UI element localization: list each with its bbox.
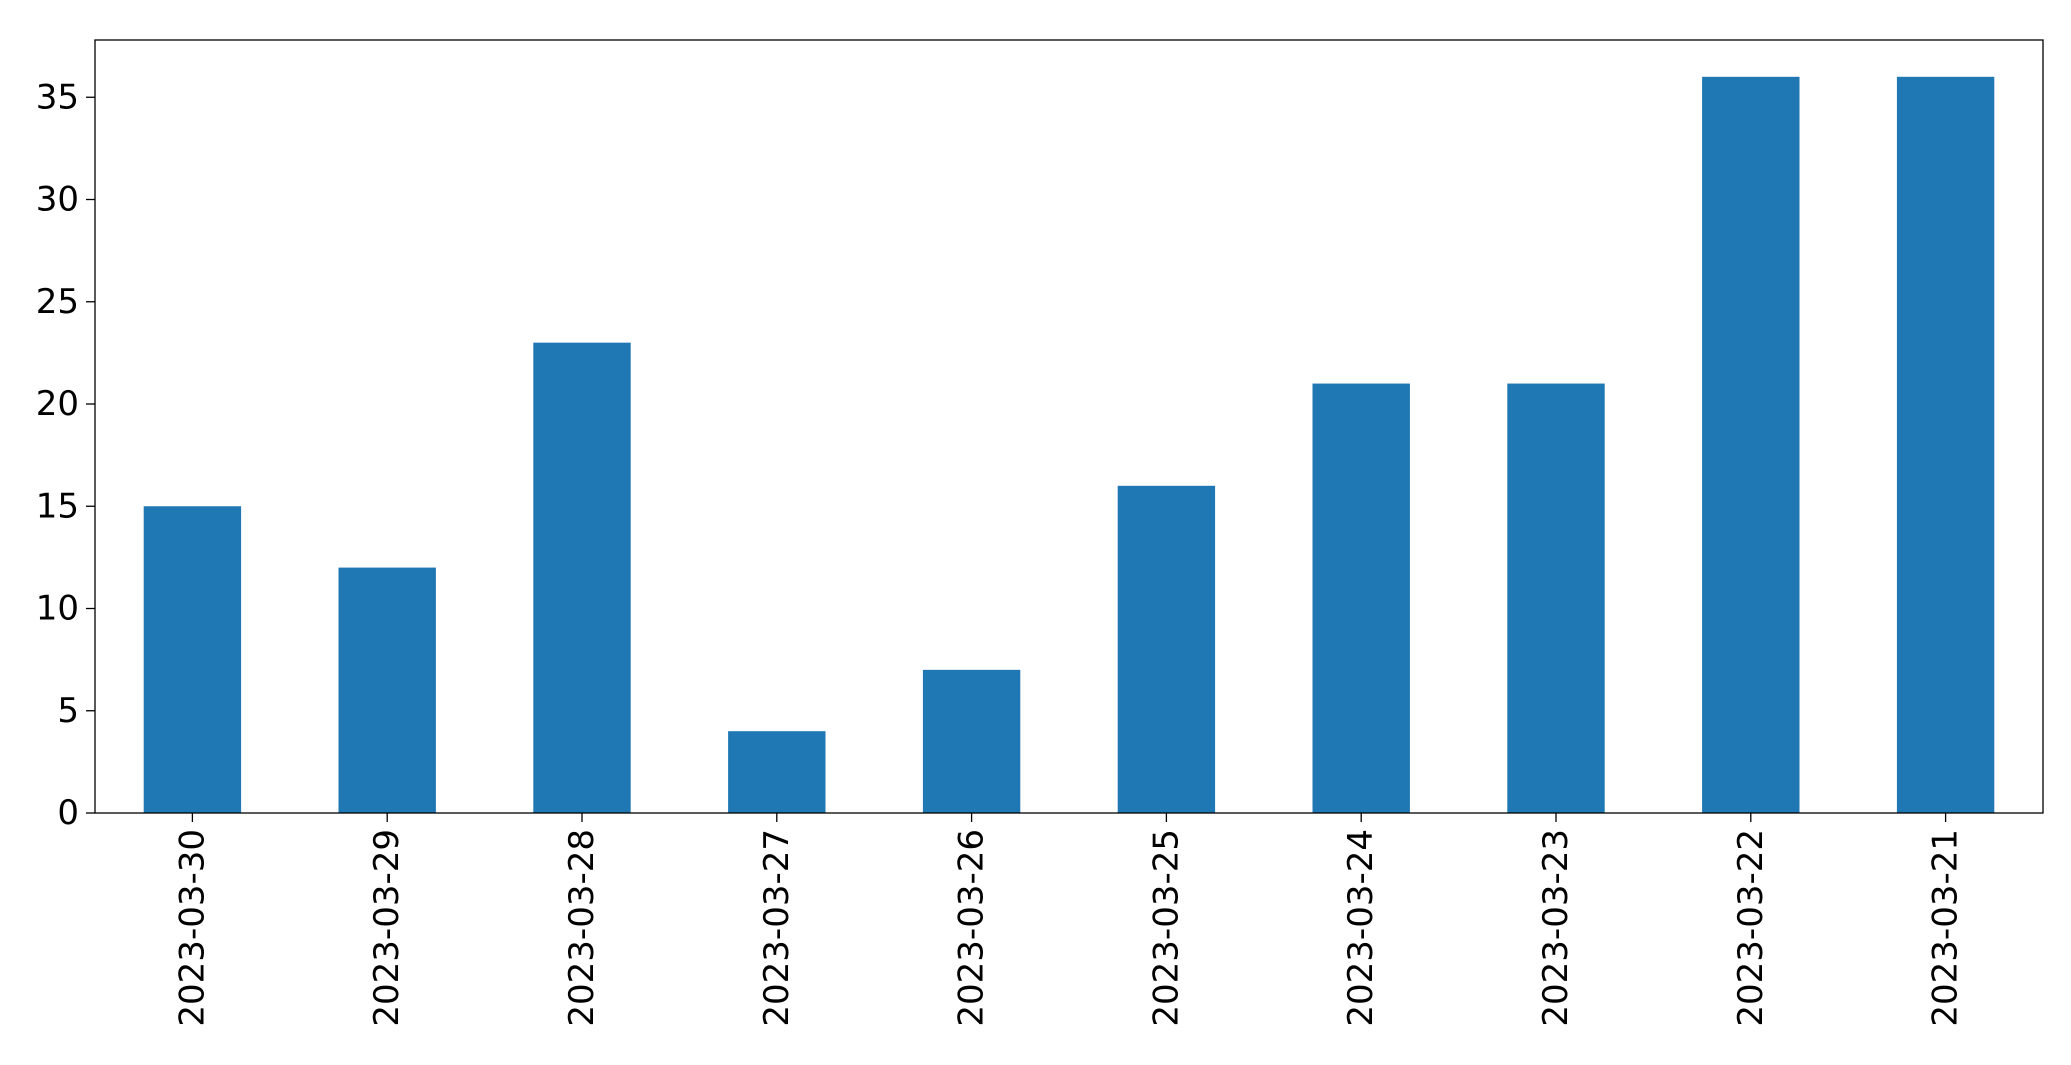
ticks-layer: 2023-03-30 2023-03-29 2023-03-28 2023-03-27… — [36, 77, 1966, 1026]
plot-frame — [94, 39, 2044, 814]
y-tick-label: 35 — [36, 77, 79, 117]
bar-2023-03-25 — [1117, 485, 1216, 813]
bar-2023-03-28 — [533, 342, 631, 813]
x-tick-label: 2023-03-22 — [1731, 829, 1771, 1027]
x-tick-label: 2023-03-24 — [1341, 829, 1381, 1027]
x-tick-label: 2023-03-27 — [757, 829, 797, 1027]
x-tick-label: 2023-03-21 — [1926, 829, 1966, 1027]
y-tick-label: 20 — [36, 384, 79, 424]
bar-2023-03-26 — [922, 669, 1021, 813]
bar-2023-03-21 — [1896, 76, 1995, 813]
y-tick-label: 0 — [57, 793, 79, 833]
x-tick-label: 2023-03-23 — [1536, 829, 1576, 1027]
x-tick-label: 2023-03-30 — [172, 829, 212, 1027]
x-tick-label: 2023-03-29 — [367, 829, 407, 1027]
bar-2023-03-27 — [728, 731, 826, 813]
x-tick-label: 2023-03-25 — [1146, 829, 1186, 1027]
y-tick-label: 25 — [36, 282, 79, 322]
y-tick-label: 30 — [36, 180, 79, 220]
bar-2023-03-22 — [1702, 76, 1800, 813]
bar-2023-03-30 — [143, 506, 242, 813]
y-tick-label: 5 — [57, 691, 79, 731]
y-tick-label: 10 — [36, 589, 79, 629]
bar-2023-03-23 — [1507, 383, 1605, 813]
y-tick-label: 15 — [36, 486, 79, 526]
x-tick-label: 2023-03-26 — [952, 829, 992, 1027]
bar-2023-03-24 — [1312, 383, 1410, 813]
x-tick-label: 2023-03-28 — [562, 829, 602, 1027]
bar-2023-03-29 — [338, 567, 436, 813]
bars-layer — [143, 76, 1995, 813]
